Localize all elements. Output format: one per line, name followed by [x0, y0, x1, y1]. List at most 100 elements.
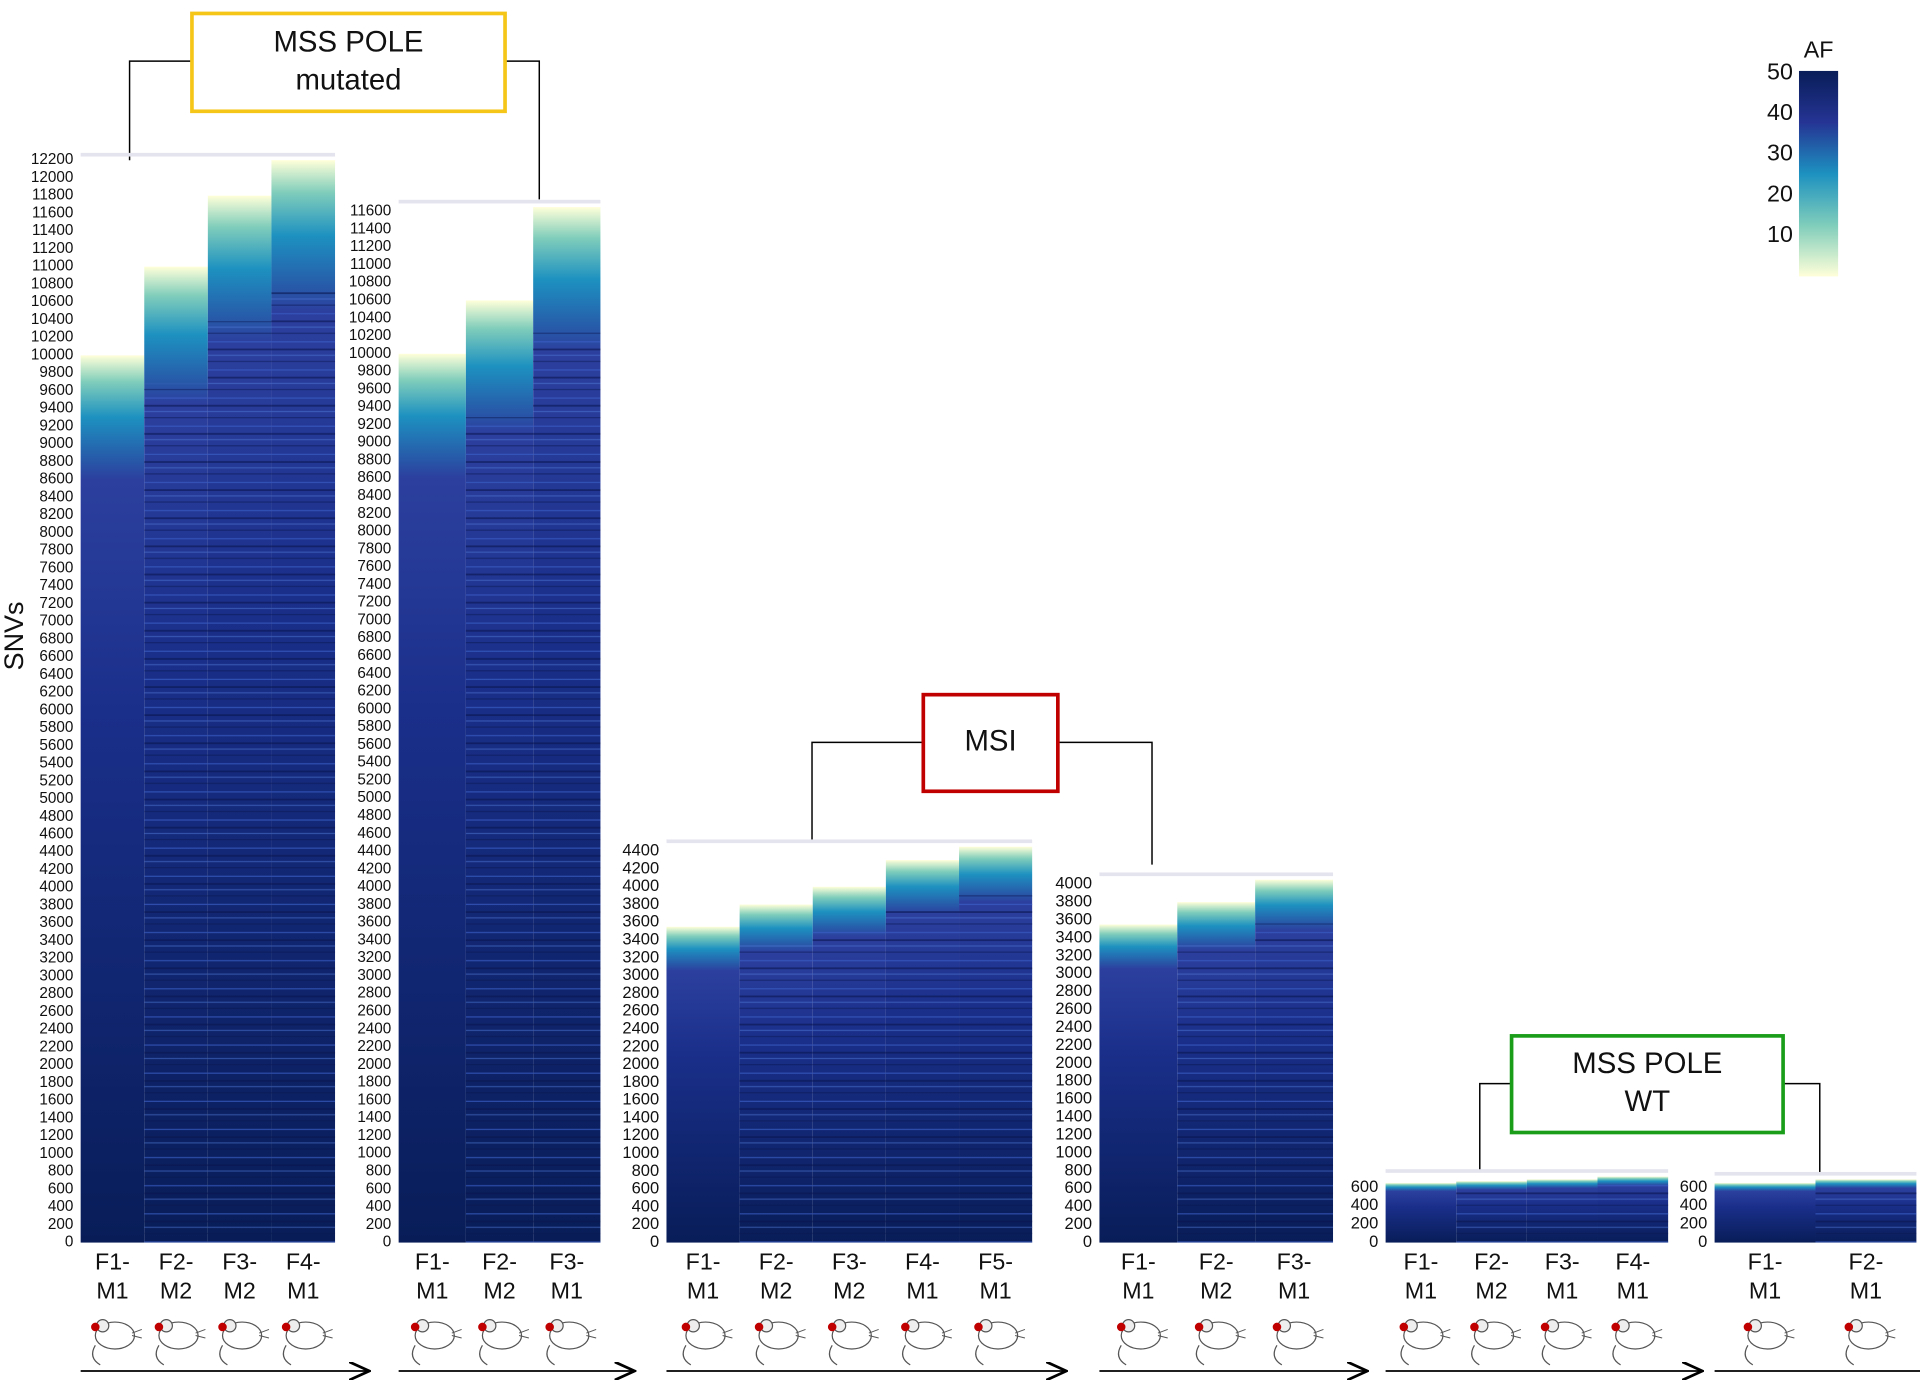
y-tick-label: 2200: [1055, 1036, 1092, 1054]
heatmap-column: [398, 353, 466, 1243]
y-tick-label: 7400: [357, 576, 391, 593]
mouse-tumor: [1194, 1322, 1204, 1332]
y-tick-label: 400: [1351, 1196, 1379, 1214]
mouse-icon: [1844, 1319, 1896, 1366]
column-texture: [465, 413, 534, 1243]
y-tick-label: 200: [366, 1216, 391, 1233]
mouse-whiskers: [1784, 1328, 1795, 1339]
mouse-tumor: [1844, 1322, 1854, 1332]
y-tick-label: 1000: [622, 1144, 659, 1162]
y-tick-label: 1000: [1055, 1143, 1092, 1161]
x-tick-label: F2-M2: [159, 1249, 194, 1304]
y-tick-label: 9000: [39, 435, 73, 452]
y-tick-label: 4600: [357, 825, 391, 842]
y-tick-label: 2800: [622, 984, 659, 1002]
y-tick-label: 200: [1680, 1215, 1708, 1233]
y-tick-label: 11600: [350, 203, 391, 220]
mouse-icon: [681, 1319, 733, 1366]
y-tick-label: 1200: [622, 1126, 659, 1144]
y-tick-label: 3600: [357, 914, 391, 931]
x-tick-label: F3-M2: [222, 1249, 257, 1304]
mouse-whiskers: [1510, 1328, 1522, 1339]
y-tick-label: 8800: [357, 451, 391, 468]
y-tick-label: 4200: [39, 861, 73, 878]
mouse-whiskers: [1235, 1328, 1246, 1339]
y-tick-label: 7400: [39, 577, 73, 594]
y-tick-label: 2400: [1055, 1018, 1092, 1036]
y-tick-label: 2000: [622, 1055, 659, 1073]
mouse-tumor: [1540, 1322, 1550, 1332]
y-tick-label: 3000: [39, 967, 73, 984]
colorbar-tick-label: 50: [1767, 59, 1793, 85]
mouse-whiskers: [195, 1328, 206, 1339]
panel-top-band: [666, 839, 1033, 844]
y-tick-label: 9600: [39, 382, 73, 399]
mouse-tumor: [545, 1322, 554, 1332]
mouse-tail: [546, 1344, 555, 1366]
y-tick-label: 200: [1351, 1215, 1379, 1233]
x-tick-label: F2-M2: [759, 1249, 794, 1304]
column-texture: [271, 290, 336, 1243]
y-tick-label: 4000: [1055, 875, 1092, 893]
y-tick-label: 600: [1351, 1178, 1379, 1196]
group-box: [1509, 1034, 1785, 1135]
x-tick-label: F2-M2: [1474, 1249, 1509, 1304]
mouse-tail: [91, 1344, 101, 1366]
y-tick-label: 8000: [39, 524, 73, 541]
mouse-whiskers: [868, 1328, 879, 1339]
y-tick-label: 3000: [622, 966, 659, 984]
group-label: MSS POLE mutated: [273, 25, 423, 96]
group-label: MSI: [964, 725, 1016, 758]
y-tick-label: 8600: [357, 469, 391, 486]
y-tick-label: 4000: [357, 878, 391, 895]
y-tick-label: 6800: [357, 629, 391, 646]
y-tick-label: 400: [632, 1197, 660, 1215]
y-tick-label: 7800: [357, 540, 391, 557]
y-tick-label: 400: [1065, 1197, 1093, 1215]
heatmap-column: [1385, 1182, 1457, 1243]
mouse-whiskers: [322, 1328, 333, 1339]
y-tick-label: 4400: [39, 843, 73, 860]
x-tick-label: F3-M1: [1545, 1249, 1580, 1304]
y-tick-label: 6200: [39, 684, 73, 701]
y-tick-label: 7600: [357, 558, 391, 575]
mouse-tail: [755, 1344, 765, 1366]
y-tick-label: 10800: [31, 275, 73, 292]
mouse-tumor: [478, 1322, 487, 1332]
x-tick-label: F3-M2: [832, 1249, 867, 1304]
heatmap-column: [1714, 1182, 1816, 1243]
heatmap-column: [1099, 924, 1178, 1243]
y-tick-label: 3600: [622, 913, 659, 931]
y-tick-label: 7000: [357, 611, 391, 628]
y-tick-label: 1800: [1055, 1072, 1092, 1090]
mouse-tail: [411, 1344, 421, 1366]
y-tick-label: 4800: [357, 807, 391, 824]
y-tick-label: 8200: [357, 505, 391, 522]
y-tick-label: 200: [48, 1216, 73, 1233]
colorbar-title: AF: [1804, 37, 1834, 63]
y-tick-label: 2200: [39, 1038, 73, 1055]
y-tick-label: 4800: [39, 808, 73, 825]
mouse-tail: [901, 1344, 911, 1366]
y-tick-label: 200: [632, 1215, 660, 1233]
mouse-tail: [1400, 1344, 1410, 1366]
column-texture: [959, 894, 1033, 1243]
y-tick-label: 1000: [357, 1145, 391, 1162]
mouse-icon: [1194, 1319, 1246, 1366]
y-tick-label: 1400: [39, 1109, 73, 1126]
y-tick-label: 3600: [39, 914, 73, 931]
y-tick-label: 12200: [31, 151, 73, 168]
y-tick-label: 7200: [357, 594, 391, 611]
mouse-whiskers: [1581, 1328, 1592, 1339]
mouse-whiskers: [795, 1328, 806, 1339]
y-tick-label: 3200: [1055, 946, 1092, 964]
mouse-tail: [219, 1344, 228, 1366]
mouse-tumor: [91, 1322, 100, 1332]
y-tick-label: 5200: [39, 772, 73, 789]
y-tick-label: 0: [1698, 1233, 1707, 1251]
y-tick-label: 3800: [1055, 893, 1092, 911]
y-tick-label: 5400: [39, 755, 73, 772]
y-tick-label: 3400: [39, 932, 73, 949]
y-tick-label: 2600: [622, 1002, 659, 1020]
mouse-whiskers: [1014, 1328, 1026, 1339]
